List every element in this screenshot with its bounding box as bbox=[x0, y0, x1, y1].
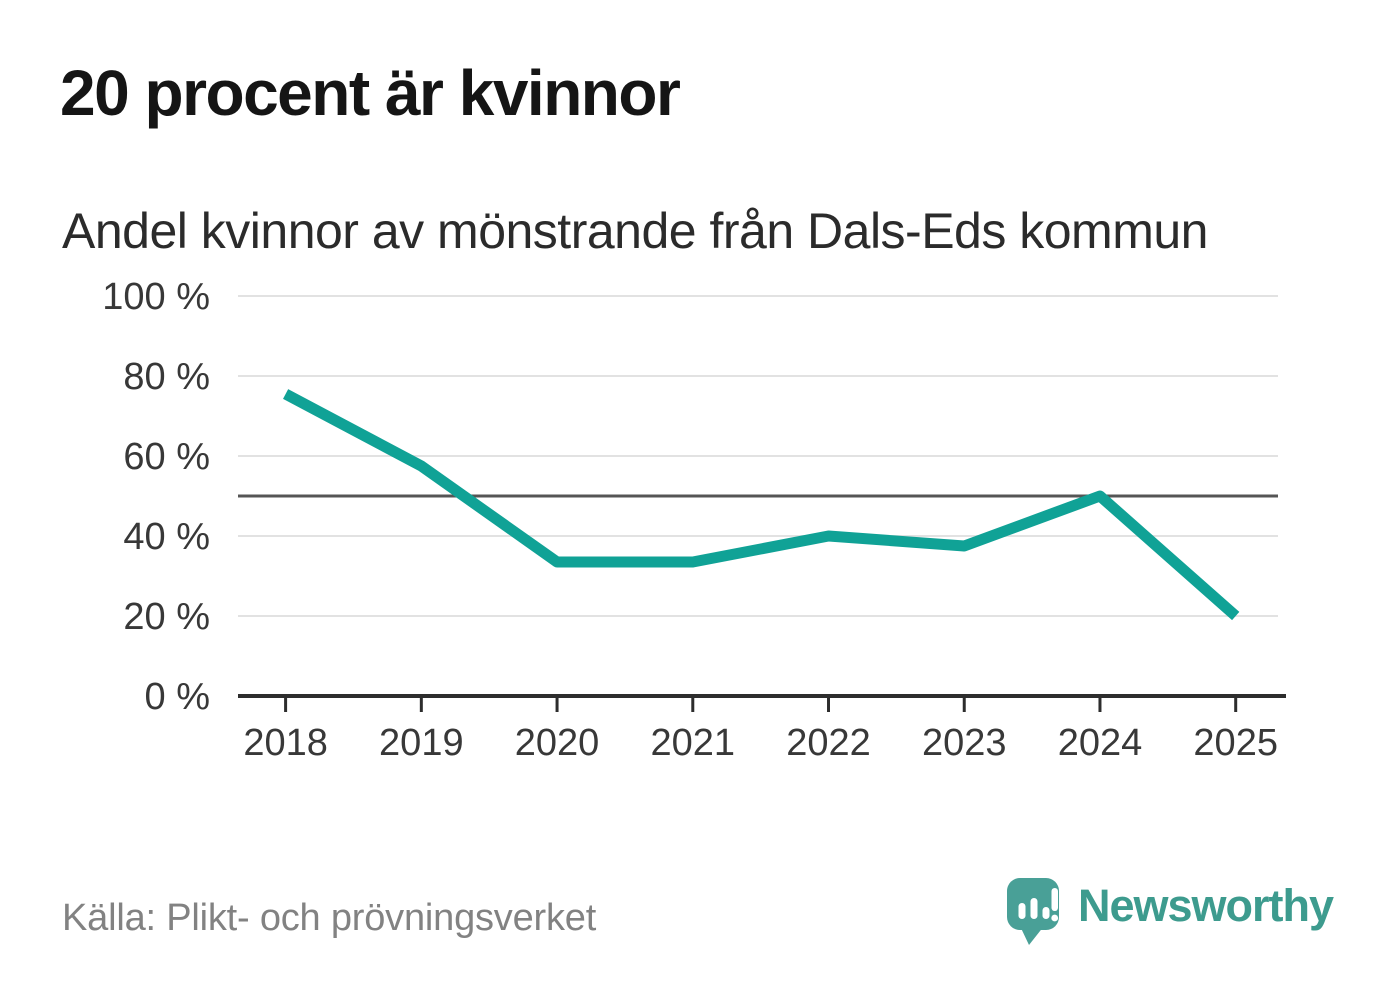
chart-subtitle: Andel kvinnor av mönstrande från Dals-Ed… bbox=[62, 203, 1208, 259]
x-tick-label: 2021 bbox=[651, 722, 736, 764]
data-line bbox=[283, 389, 1240, 621]
y-tick-label: 0 % bbox=[145, 676, 210, 718]
y-tick-label: 80 % bbox=[123, 356, 210, 398]
x-tick-label: 2018 bbox=[243, 722, 328, 764]
source-note: Källa: Plikt- och prövningsverket bbox=[62, 897, 597, 939]
y-tick-label: 20 % bbox=[123, 596, 210, 638]
bar-2 bbox=[1030, 898, 1038, 919]
y-tick-label: 100 % bbox=[102, 276, 210, 318]
x-tick-label: 2019 bbox=[379, 722, 464, 764]
x-tick-label: 2022 bbox=[786, 722, 871, 764]
x-tick-label: 2025 bbox=[1193, 722, 1278, 764]
speech-bubble-bar-chart-icon bbox=[1007, 878, 1059, 945]
y-tick-label: 60 % bbox=[123, 436, 210, 478]
bar-1 bbox=[1018, 903, 1026, 919]
speech-bubble-tail bbox=[1020, 926, 1044, 945]
y-tick-label: 40 % bbox=[123, 516, 210, 558]
exclamation-bar bbox=[1051, 888, 1058, 911]
bar-3 bbox=[1042, 907, 1050, 919]
x-tick-label: 2024 bbox=[1058, 722, 1143, 764]
x-tick-label: 2020 bbox=[515, 722, 600, 764]
brand-wordmark: Newsworthy bbox=[1078, 880, 1334, 931]
x-tick-label: 2023 bbox=[922, 722, 1007, 764]
chart-title: 20 procent är kvinnor bbox=[60, 57, 681, 129]
exclamation-dot bbox=[1051, 914, 1059, 922]
